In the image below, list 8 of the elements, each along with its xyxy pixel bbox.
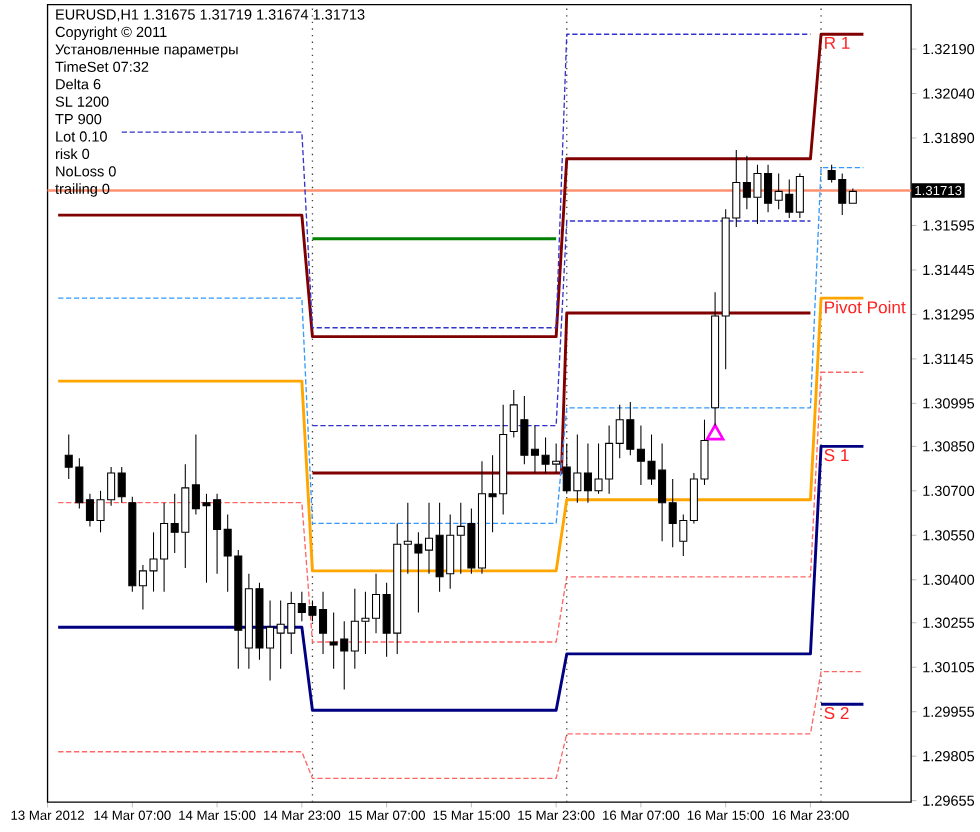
line-series — [56, 296, 865, 573]
annotation: S 2 — [824, 707, 849, 720]
annotation: R 1 — [825, 36, 850, 49]
line-series — [57, 371, 865, 643]
annotation: Pivot Point — [825, 300, 906, 314]
line-series — [57, 167, 865, 525]
annotation: S 1 — [824, 449, 849, 462]
line-series — [57, 671, 865, 780]
